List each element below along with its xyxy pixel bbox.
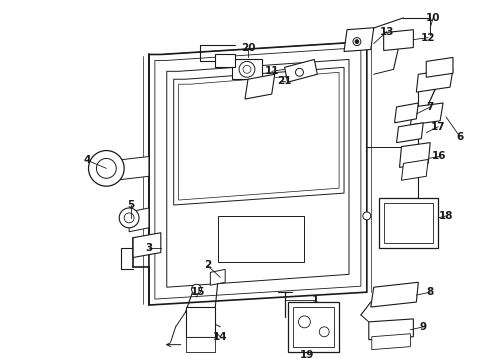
Text: 10: 10 [426, 13, 441, 23]
Circle shape [353, 38, 361, 46]
Circle shape [355, 40, 359, 44]
Polygon shape [344, 28, 374, 51]
Polygon shape [106, 157, 149, 181]
Circle shape [192, 284, 201, 294]
Polygon shape [210, 269, 225, 285]
Text: 7: 7 [426, 102, 434, 112]
Circle shape [363, 212, 371, 220]
Circle shape [243, 66, 251, 73]
Circle shape [124, 213, 134, 223]
Polygon shape [384, 30, 414, 50]
Text: 9: 9 [420, 322, 427, 332]
Text: 15: 15 [191, 287, 206, 297]
Polygon shape [416, 69, 453, 92]
Circle shape [298, 316, 310, 328]
Text: 14: 14 [213, 332, 227, 342]
Circle shape [401, 109, 412, 119]
Polygon shape [129, 208, 149, 232]
Circle shape [406, 129, 415, 137]
Text: 8: 8 [427, 287, 434, 297]
Polygon shape [369, 319, 414, 340]
Polygon shape [399, 143, 430, 167]
Polygon shape [218, 216, 304, 262]
Text: 3: 3 [146, 243, 152, 253]
Polygon shape [411, 103, 443, 125]
Text: 17: 17 [431, 122, 445, 132]
Text: 6: 6 [456, 132, 464, 142]
Polygon shape [285, 59, 318, 82]
Text: 18: 18 [439, 211, 453, 221]
Text: 13: 13 [379, 27, 394, 37]
Text: 2: 2 [204, 260, 211, 270]
Circle shape [239, 62, 255, 77]
Polygon shape [372, 334, 411, 350]
Text: 1: 1 [312, 295, 319, 305]
Polygon shape [401, 159, 428, 180]
Polygon shape [173, 67, 344, 205]
Polygon shape [245, 74, 275, 99]
Text: 16: 16 [432, 152, 446, 162]
Circle shape [119, 208, 139, 228]
Circle shape [97, 158, 116, 178]
Polygon shape [293, 307, 334, 347]
Polygon shape [133, 233, 161, 257]
Polygon shape [371, 282, 418, 307]
Polygon shape [426, 58, 453, 77]
Text: 19: 19 [300, 350, 315, 360]
Polygon shape [149, 42, 367, 305]
Polygon shape [186, 337, 215, 352]
Polygon shape [384, 203, 433, 243]
Polygon shape [232, 59, 262, 79]
Text: 12: 12 [421, 33, 436, 42]
Text: 4: 4 [84, 156, 91, 166]
Text: 5: 5 [127, 200, 135, 210]
Circle shape [89, 150, 124, 186]
Polygon shape [186, 307, 215, 337]
Polygon shape [396, 123, 423, 143]
Circle shape [389, 325, 398, 335]
Text: 20: 20 [241, 42, 255, 53]
Text: 11: 11 [265, 66, 279, 76]
Polygon shape [379, 198, 438, 248]
Polygon shape [394, 103, 418, 123]
Polygon shape [288, 302, 339, 352]
Circle shape [319, 327, 329, 337]
Circle shape [410, 152, 419, 161]
Polygon shape [215, 54, 235, 67]
Circle shape [389, 290, 398, 300]
Text: 21: 21 [277, 76, 292, 86]
Circle shape [295, 68, 303, 76]
